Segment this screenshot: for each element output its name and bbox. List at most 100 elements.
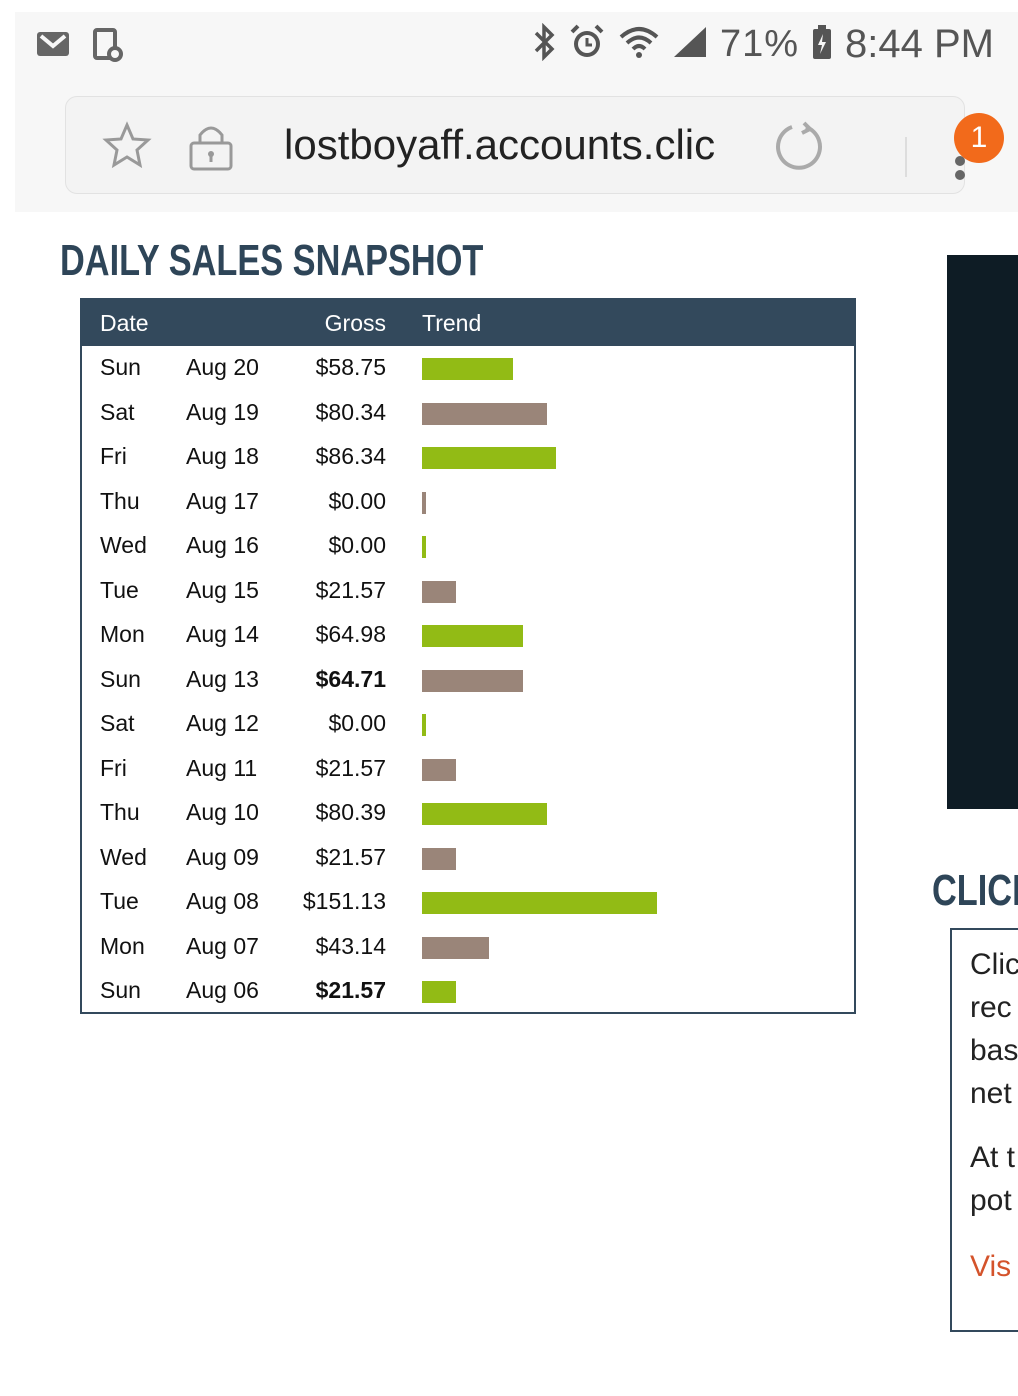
row-gross: $86.34 [315,443,386,469]
table-row: Mon Aug 14 $64.98 [82,613,854,658]
trend-bar [422,358,514,380]
table-row: Sat Aug 12 $0.00 [82,702,854,747]
gmail-icon [35,26,71,69]
row-gross: $64.71 [315,665,386,692]
row-day: Thu [100,487,140,514]
table-row: Tue Aug 15 $21.57 [82,569,854,614]
row-day: Wed [100,843,147,870]
header-trend: Trend [422,310,482,336]
bluetooth-icon [532,22,556,66]
sales-table: Date Gross Trend Sun Aug 20 $58.75 Sat Aug 1… [80,298,856,1014]
trend-bar [422,580,456,603]
row-date: Aug 18 [186,443,259,469]
notification-icons [35,26,127,69]
row-day: Mon [100,932,145,959]
row-date: Aug 13 [186,665,259,692]
row-day: Thu [100,799,140,825]
row-date: Aug 08 [186,888,259,914]
table-header: Date Gross Trend [82,300,854,346]
trend-bar [422,491,426,514]
side-banner-image[interactable] [947,255,1018,809]
alarm-icon [568,23,606,66]
row-date: Aug 15 [186,576,259,603]
wifi-icon [618,25,660,64]
header-date: Date [100,310,149,336]
row-day: Sun [100,977,141,1003]
row-date: Aug 14 [186,621,259,647]
trend-bar [422,625,524,647]
side-text-line: bas [970,1034,1018,1067]
side-text-line: At t [970,1141,1016,1174]
row-gross: $21.57 [315,576,386,603]
row-day: Tue [100,888,139,914]
table-row: Wed Aug 16 $0.00 [82,524,854,569]
table-body: Sun Aug 20 $58.75 Sat Aug 19 $80.34 Fri Aug 18 $… [82,346,854,1014]
trend-bar [422,892,657,914]
row-gross: $80.39 [315,799,386,825]
table-row: Thu Aug 10 $80.39 [82,791,854,836]
trend-bar [422,758,456,781]
table-row: Sat Aug 19 $80.34 [82,391,854,436]
url-text[interactable]: lostboyaff.accounts.clic [284,121,716,168]
lock-icon[interactable] [188,121,234,176]
battery-percent: 71% [719,23,800,65]
row-day: Mon [100,621,145,647]
trend-bar [422,714,426,736]
table-row: Mon Aug 07 $43.14 [82,925,854,970]
row-date: Aug 07 [186,932,259,959]
signal-icon [672,25,708,64]
row-gross: $21.57 [315,977,386,1003]
side-text-line: net [970,1077,1012,1110]
trend-bar [422,669,523,692]
table-row: Sun Aug 13 $64.71 [82,658,854,703]
row-day: Sun [100,665,141,692]
row-gross: $0.00 [328,487,386,514]
row-gross: $151.13 [302,888,386,914]
table-row: Tue Aug 08 $151.13 [82,880,854,925]
row-day: Fri [100,443,127,469]
table-row: Fri Aug 11 $21.57 [82,747,854,792]
side-text-line: pot [970,1184,1012,1217]
trend-bar [422,803,547,825]
row-date: Aug 19 [186,398,259,425]
table-row: Sun Aug 20 $58.75 [82,346,854,391]
battery-icon [811,24,833,65]
bookmark-star-icon[interactable] [102,121,152,176]
row-gross: $21.57 [315,754,386,781]
row-gross: $0.00 [328,710,386,736]
row-gross: $58.75 [315,354,386,380]
row-day: Wed [100,532,147,558]
row-date: Aug 06 [186,977,259,1003]
toolbar-divider [905,137,907,177]
row-date: Aug 20 [186,354,259,380]
side-title: CLICK [932,866,1018,915]
side-text-line: rec [970,991,1012,1024]
row-date: Aug 09 [186,843,259,870]
trend-bar [422,981,456,1003]
header-gross: Gross [324,310,386,336]
row-date: Aug 12 [186,710,259,736]
trend-bar [422,847,456,870]
trend-bar [422,936,490,959]
system-indicators: 71% 8:44 PM [532,22,994,67]
trend-bar [422,447,557,469]
row-day: Sat [100,398,135,425]
notification-badge[interactable]: 1 [954,113,1004,163]
table-row: Fri Aug 18 $86.34 [82,435,854,480]
table-row: Thu Aug 17 $0.00 [82,480,854,525]
table-row: Sun Aug 06 $21.57 [82,969,854,1014]
row-day: Fri [100,754,127,781]
trend-bar [422,536,426,558]
address-bar[interactable]: lostboyaff.accounts.clic 1 [65,96,1004,194]
browser-toolbar: lostboyaff.accounts.clic 1 [15,82,1018,212]
row-gross: $80.34 [315,398,386,425]
row-date: Aug 17 [186,487,259,514]
row-date: Aug 16 [186,532,259,558]
more-menu-icon[interactable] [953,153,967,198]
row-date: Aug 10 [186,799,259,825]
side-text-line: Clic [970,948,1018,981]
visit-link[interactable]: Vis [970,1250,1012,1283]
reload-icon[interactable] [774,121,826,178]
page-title: DAILY SALES SNAPSHOT [60,236,484,285]
row-gross: $21.57 [315,843,386,870]
